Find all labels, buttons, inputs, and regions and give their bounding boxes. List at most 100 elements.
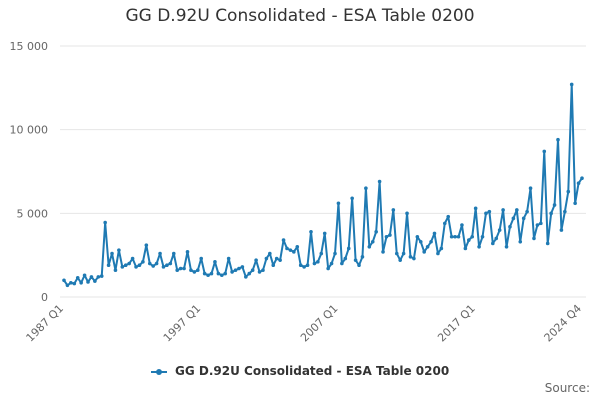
data-point[interactable]: [261, 268, 265, 273]
data-point[interactable]: [360, 255, 365, 259]
data-point[interactable]: [199, 256, 204, 261]
data-point[interactable]: [278, 258, 282, 262]
data-point[interactable]: [408, 255, 413, 259]
data-point[interactable]: [370, 239, 375, 244]
data-point[interactable]: [322, 231, 327, 236]
data-point[interactable]: [436, 251, 440, 256]
data-point[interactable]: [62, 278, 66, 283]
data-point[interactable]: [487, 209, 492, 214]
data-point[interactable]: [511, 216, 516, 221]
data-point[interactable]: [329, 261, 334, 266]
data-point[interactable]: [439, 246, 444, 251]
data-point[interactable]: [141, 260, 145, 264]
data-point[interactable]: [401, 251, 406, 256]
data-point[interactable]: [350, 196, 354, 201]
data-point[interactable]: [415, 234, 420, 239]
data-point[interactable]: [240, 265, 245, 269]
data-point[interactable]: [556, 137, 560, 142]
data-point[interactable]: [257, 270, 262, 274]
data-point[interactable]: [480, 234, 485, 239]
data-point[interactable]: [86, 280, 90, 284]
data-point[interactable]: [463, 246, 468, 251]
data-point[interactable]: [192, 270, 197, 274]
data-point[interactable]: [340, 261, 344, 266]
data-point[interactable]: [508, 224, 512, 229]
data-point[interactable]: [580, 176, 584, 180]
data-point[interactable]: [353, 258, 358, 262]
data-point[interactable]: [453, 234, 457, 239]
data-point[interactable]: [271, 263, 276, 268]
data-point[interactable]: [288, 248, 293, 252]
data-point[interactable]: [566, 189, 571, 194]
data-point[interactable]: [442, 221, 447, 226]
data-point[interactable]: [518, 239, 523, 244]
data-point[interactable]: [165, 263, 169, 268]
data-point[interactable]: [168, 261, 173, 266]
data-point[interactable]: [532, 236, 536, 241]
data-point[interactable]: [292, 250, 296, 254]
data-point[interactable]: [429, 239, 433, 244]
data-point[interactable]: [79, 280, 83, 285]
data-point[interactable]: [446, 214, 451, 219]
data-point[interactable]: [412, 256, 416, 261]
data-point[interactable]: [171, 251, 176, 256]
data-point[interactable]: [316, 260, 320, 264]
data-point[interactable]: [456, 234, 461, 239]
data-point[interactable]: [470, 234, 475, 239]
data-point[interactable]: [274, 256, 279, 261]
data-point[interactable]: [576, 181, 581, 186]
data-point[interactable]: [144, 243, 149, 247]
data-point[interactable]: [484, 211, 488, 216]
data-point[interactable]: [82, 273, 87, 278]
data-point[interactable]: [473, 206, 478, 211]
data-point[interactable]: [515, 208, 519, 212]
data-point[interactable]: [185, 250, 190, 254]
data-point[interactable]: [264, 256, 269, 261]
data-point[interactable]: [89, 275, 94, 279]
data-point[interactable]: [333, 251, 337, 256]
data-point[interactable]: [377, 179, 382, 184]
data-point[interactable]: [374, 229, 378, 234]
data-point[interactable]: [123, 263, 128, 268]
data-point[interactable]: [106, 263, 111, 268]
data-point[interactable]: [254, 258, 258, 262]
data-point[interactable]: [449, 234, 454, 239]
data-point[interactable]: [563, 209, 567, 214]
data-point[interactable]: [147, 261, 152, 266]
data-point[interactable]: [545, 241, 550, 246]
data-point[interactable]: [336, 201, 341, 206]
data-point[interactable]: [309, 229, 313, 234]
data-point[interactable]: [151, 264, 155, 268]
data-point[interactable]: [573, 201, 577, 206]
data-point[interactable]: [501, 208, 505, 212]
data-point[interactable]: [189, 268, 193, 273]
data-point[interactable]: [528, 186, 533, 191]
data-point[interactable]: [346, 246, 351, 251]
data-point[interactable]: [305, 263, 310, 268]
data-point[interactable]: [549, 211, 553, 216]
data-point[interactable]: [298, 263, 303, 268]
data-point[interactable]: [302, 265, 306, 269]
data-point[interactable]: [175, 268, 180, 273]
data-point[interactable]: [137, 263, 142, 268]
data-point[interactable]: [154, 261, 159, 266]
data-point[interactable]: [113, 268, 118, 273]
data-point[interactable]: [96, 275, 101, 279]
data-point[interactable]: [285, 246, 289, 251]
data-point[interactable]: [466, 238, 471, 242]
data-point[interactable]: [130, 256, 135, 261]
data-point[interactable]: [69, 280, 73, 285]
data-point[interactable]: [477, 245, 481, 249]
data-point[interactable]: [158, 251, 162, 256]
data-point[interactable]: [542, 149, 547, 154]
data-point[interactable]: [552, 203, 557, 207]
data-point[interactable]: [367, 245, 372, 249]
data-point[interactable]: [93, 279, 97, 283]
data-point[interactable]: [220, 273, 224, 278]
data-point[interactable]: [521, 216, 526, 221]
data-point[interactable]: [213, 260, 217, 264]
data-point[interactable]: [75, 275, 80, 280]
data-point[interactable]: [405, 211, 409, 216]
data-point[interactable]: [504, 245, 509, 249]
data-point[interactable]: [230, 270, 234, 274]
